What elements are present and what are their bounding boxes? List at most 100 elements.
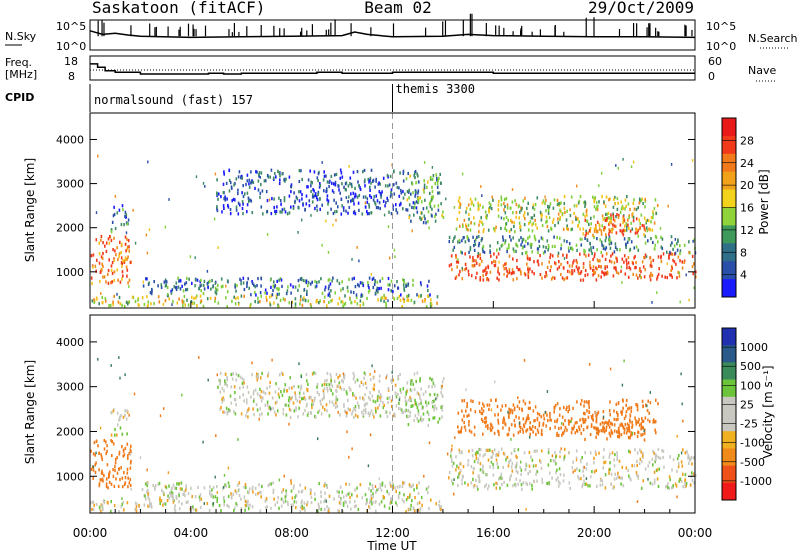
velocity-cell <box>173 486 176 490</box>
velocity-cell <box>525 429 527 433</box>
power-cell <box>470 221 472 225</box>
power-cell <box>118 254 120 259</box>
velocity-cell <box>226 376 228 380</box>
power-cell <box>217 197 219 201</box>
velocity-cell <box>429 376 431 380</box>
colorbar-label: 100 <box>740 379 761 392</box>
velocity-cell <box>640 450 643 454</box>
velocity-cell <box>525 481 528 485</box>
velocity-cell <box>274 503 276 507</box>
velocity-cell <box>267 484 270 488</box>
velocity-cell <box>487 426 489 430</box>
power-cell <box>250 181 252 185</box>
velocity-cell <box>250 395 252 399</box>
power-cell <box>510 272 513 276</box>
velocity-cell <box>354 380 357 384</box>
velocity-cell <box>353 415 355 419</box>
power-cell <box>465 206 468 210</box>
velocity-cell <box>462 465 465 469</box>
power-cell <box>520 272 522 276</box>
power-cell <box>508 243 510 247</box>
power-cell <box>270 168 273 172</box>
velocity-speckle <box>680 372 682 376</box>
velocity-cell <box>342 503 345 507</box>
power-cell <box>358 184 360 188</box>
power-cell <box>375 194 378 198</box>
velocity-cell <box>572 460 574 464</box>
power-cell <box>234 285 236 289</box>
velocity-speckle <box>119 376 121 380</box>
power-cell <box>176 301 179 305</box>
velocity-cell <box>540 415 543 419</box>
power-cell <box>150 302 152 306</box>
power-speckle <box>321 243 323 247</box>
power-cell <box>108 241 111 245</box>
colorbar-swatch <box>722 189 736 208</box>
power-cell <box>367 280 369 285</box>
velocity-cell <box>502 426 504 430</box>
velocity-cell <box>690 457 692 461</box>
velocity-cell <box>416 391 419 395</box>
velocity-cell <box>441 394 444 398</box>
colorbar-swatch <box>722 328 736 346</box>
velocity-speckle <box>391 371 393 374</box>
velocity-cell <box>111 440 114 444</box>
power-cell <box>451 267 453 272</box>
velocity-cell <box>522 417 525 421</box>
velocity-cell <box>400 390 402 394</box>
velocity-cell <box>547 451 550 455</box>
power-cell <box>248 182 250 186</box>
power-cell <box>513 249 515 253</box>
power-cell <box>622 221 624 225</box>
power-cell <box>510 218 512 223</box>
power-cell <box>505 197 508 201</box>
power-speckle <box>576 184 578 188</box>
velocity-speckle <box>342 372 345 376</box>
velocity-cell <box>425 487 428 491</box>
power-cell <box>340 288 342 292</box>
power-cell <box>270 294 273 298</box>
velocity-cell <box>589 484 591 488</box>
velocity-cell <box>351 493 353 497</box>
velocity-cell <box>479 453 481 457</box>
power-cell <box>606 265 608 269</box>
power-cell <box>299 277 302 281</box>
power-speckle <box>479 262 481 266</box>
power-cell <box>602 244 605 248</box>
velocity-cell <box>563 457 565 462</box>
velocity-cell <box>251 373 253 377</box>
power-cell <box>177 285 180 289</box>
power-cell <box>361 212 364 216</box>
power-cell <box>337 205 339 209</box>
power-speckle <box>453 206 456 209</box>
velocity-cell <box>338 494 340 498</box>
velocity-cell <box>278 373 281 377</box>
power-cell <box>496 276 498 280</box>
velocity-cell <box>540 460 542 464</box>
velocity-cell <box>182 492 184 496</box>
velocity-cell <box>285 413 288 417</box>
power-cell <box>497 203 500 207</box>
power-cell <box>101 262 103 266</box>
power-cell <box>339 191 341 195</box>
power-cell <box>634 231 637 235</box>
velocity-cell <box>529 406 531 410</box>
power-cell <box>693 238 695 242</box>
power-cell <box>411 182 414 186</box>
power-cell <box>323 174 326 178</box>
velocity-cell <box>148 498 151 502</box>
velocity-cell <box>475 478 477 482</box>
velocity-cell <box>100 478 103 482</box>
velocity-cell <box>355 504 357 508</box>
power-cell <box>619 210 622 215</box>
velocity-cell <box>485 483 487 487</box>
velocity-cell <box>122 454 125 458</box>
power-cell <box>678 274 681 278</box>
velocity-cell <box>496 482 499 486</box>
power-cell <box>233 183 235 187</box>
velocity-cell <box>270 506 272 510</box>
power-cell <box>469 207 472 211</box>
velocity-cell <box>563 473 565 477</box>
power-cell <box>91 299 94 303</box>
power-cell <box>577 224 579 228</box>
